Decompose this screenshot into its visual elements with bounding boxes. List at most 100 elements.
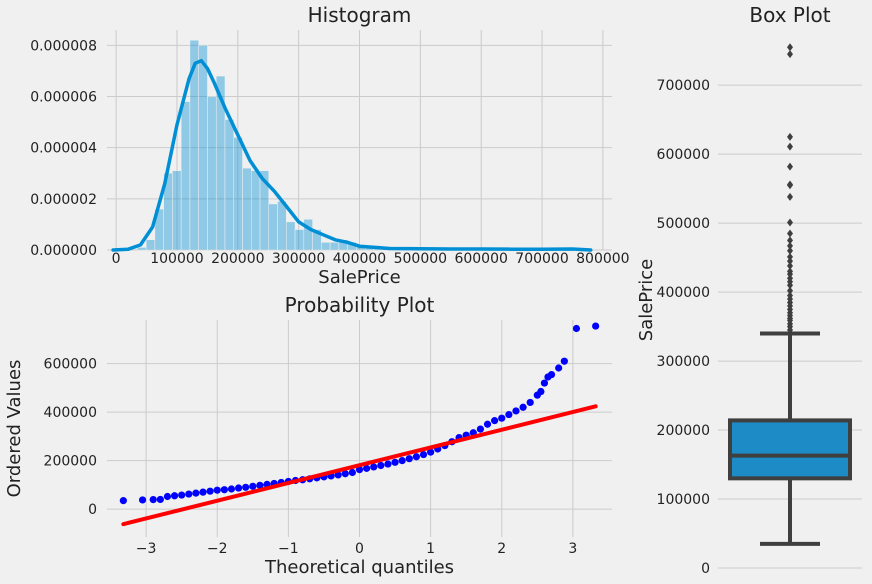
histogram-x-tick-label: 200000	[211, 251, 264, 267]
boxplot-outlier	[787, 43, 793, 52]
boxplot-outlier	[787, 229, 793, 238]
probplot-point	[592, 322, 600, 330]
boxplot-outlier	[787, 252, 793, 261]
histogram-x-axis-label: SalePrice	[318, 267, 400, 288]
probplot-point	[377, 461, 385, 470]
probplot-point	[412, 453, 421, 461]
histogram-bar	[145, 239, 156, 251]
probplot-point	[427, 448, 435, 456]
probplot-point	[498, 414, 506, 422]
probplot-point	[419, 450, 428, 459]
probplot-point	[192, 489, 200, 497]
probplot-point	[555, 364, 563, 372]
probplot-point	[355, 465, 364, 474]
probplot-point	[138, 496, 147, 504]
boxplot-outlier	[787, 286, 793, 295]
probplot-point	[242, 483, 250, 491]
boxplot-y-tick-label: 500000	[657, 216, 710, 232]
boxplot-outlier	[787, 218, 793, 227]
boxplot-box	[728, 418, 852, 481]
histogram-bar	[321, 242, 331, 251]
probplot-y-tick-label: 400000	[44, 405, 97, 421]
probplot-point	[370, 463, 378, 471]
histogram-bar	[329, 242, 340, 251]
boxplot-y-tick-label: 700000	[657, 78, 710, 94]
histogram-bar	[137, 247, 147, 251]
probplot-point	[384, 460, 392, 468]
histogram-bar	[198, 45, 208, 251]
boxplot-y-tick-label: 100000	[657, 492, 710, 508]
boxplot-outlier	[787, 132, 793, 141]
histogram-bar	[286, 221, 296, 251]
boxplot-y-tick-label: 200000	[657, 423, 710, 439]
probplot-point	[163, 492, 172, 501]
histogram-bar	[242, 167, 252, 251]
histogram-x-tick-label: 400000	[333, 251, 386, 267]
probplot-point	[334, 471, 342, 479]
boxplot-outlier	[787, 257, 793, 266]
probplot-point	[560, 357, 568, 365]
probplot-y-tick-label: 200000	[44, 454, 97, 470]
probplot-point	[213, 486, 221, 494]
box-plot-panel: 0 100000 200000 300000 400000 500000 600000 700…	[636, 3, 862, 577]
histogram-bar	[180, 101, 191, 251]
histogram-bar	[224, 119, 234, 251]
probplot-x-tick-label: 3	[568, 541, 577, 557]
histogram-bar	[294, 229, 305, 251]
probplot-point	[519, 403, 527, 411]
histogram-x-tick-label: 700000	[515, 251, 568, 267]
boxplot-outlier	[787, 267, 793, 276]
boxplot-outlier	[787, 291, 793, 300]
probability-plot-panel: −3 −2 −1 0 1 2 3 0 200000 400000 600000 Probability…	[4, 293, 612, 578]
probplot-point	[491, 417, 499, 425]
probplot-x-tick-label: −2	[207, 541, 228, 557]
boxplot-outlier	[787, 162, 793, 171]
boxplot-y-tick-label: 0	[701, 561, 710, 577]
probplot-point	[348, 468, 356, 477]
probplot-x-tick-label: −3	[136, 541, 157, 557]
boxplot-outlier	[787, 274, 793, 283]
histogram-bar	[172, 170, 182, 251]
boxplot-y-tick-label: 400000	[657, 285, 710, 301]
histogram-y-tick-label: 0.000006	[30, 90, 97, 106]
probplot-point	[227, 485, 236, 493]
probplot-y-axis-label: Ordered Values	[4, 360, 25, 498]
boxplot-y-axis-label: SalePrice	[636, 259, 657, 341]
probplot-point	[537, 387, 545, 396]
probplot-point	[572, 324, 581, 333]
boxplot-outlier	[787, 142, 793, 151]
probplot-point	[119, 497, 127, 505]
histogram-x-tick-label: 500000	[394, 251, 447, 267]
histogram-title: Histogram	[308, 3, 412, 27]
probplot-x-tick-label: −1	[278, 541, 299, 557]
histogram-bar	[268, 203, 278, 251]
probplot-point	[256, 481, 264, 489]
probplot-point	[476, 425, 485, 433]
histogram-bar	[207, 96, 217, 251]
probplot-point	[156, 495, 164, 504]
probplot-point	[483, 420, 492, 428]
probplot-point	[526, 398, 534, 407]
probplot-x-tick-label: 0	[355, 541, 364, 557]
probplot-point	[341, 470, 349, 478]
kde-line	[111, 58, 593, 252]
probplot-point	[178, 491, 186, 499]
probplot-point	[512, 407, 520, 415]
histogram-bar	[312, 229, 322, 251]
probplot-fit-line	[121, 404, 598, 527]
histogram-panel: 0 100000 200000 300000 400000 500000 600000 700…	[30, 3, 629, 288]
probplot-point	[199, 488, 207, 496]
histogram-bar	[233, 137, 243, 251]
histogram-y-tick-label: 0.000004	[30, 141, 97, 157]
histogram-x-tick-label: 100000	[150, 251, 203, 267]
histogram-y-tick-label: 0.000008	[30, 38, 97, 54]
probplot-point	[540, 379, 549, 387]
probplot-point	[249, 482, 257, 490]
probplot-x-tick-label: 1	[426, 541, 435, 557]
boxplot-outlier	[787, 241, 793, 250]
histogram-x-tick-label: 300000	[272, 251, 325, 267]
boxplot-outlier	[787, 50, 793, 59]
probplot-point	[170, 492, 179, 500]
probplot-point	[405, 455, 413, 463]
